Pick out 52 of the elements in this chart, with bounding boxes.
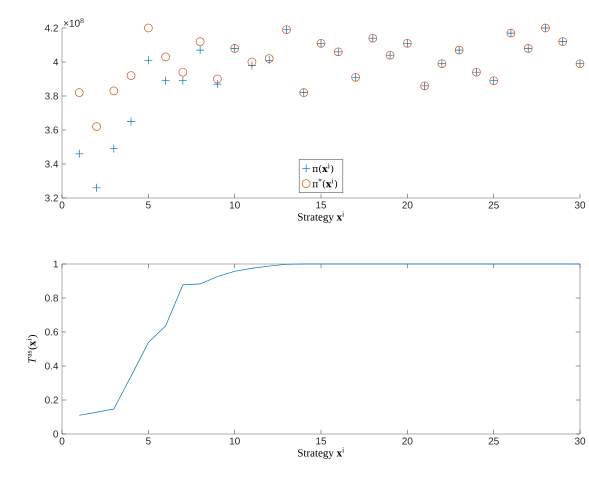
y-tick-label: 0.4 <box>45 362 58 370</box>
point <box>248 58 256 66</box>
point <box>74 88 84 97</box>
point <box>178 68 188 77</box>
y-tick-label: 0.8 <box>45 294 58 302</box>
x-tick-label: 5 <box>146 438 151 444</box>
point <box>196 37 204 46</box>
y-axis-title: T$^{as}$(x$^{i}$) <box>26 334 38 363</box>
point <box>126 117 136 126</box>
y-tick-label: 3.2 <box>45 194 58 202</box>
legend-label: π$^{*}$(x$^{i}$) <box>312 178 338 189</box>
y-tick-label: 4 <box>53 58 58 66</box>
point <box>92 122 101 131</box>
y-tick-label: 0.2 <box>45 396 58 404</box>
legend-label: π(x$^{i}$) <box>312 163 334 174</box>
point <box>161 76 170 86</box>
point <box>196 46 204 54</box>
point <box>92 183 101 192</box>
y-tick-label: 1 <box>54 260 58 268</box>
x-tick-label: 15 <box>316 202 326 208</box>
y-tick-label: 0.6 <box>45 328 58 336</box>
x-tick-label: 15 <box>316 438 326 444</box>
x-tick-label: 20 <box>402 438 412 445</box>
x-tick-label: 30 <box>574 202 586 209</box>
x-tick-label: 0 <box>60 438 64 445</box>
x-axis-title: Strategy x$^{i}$ <box>298 211 344 223</box>
point <box>178 76 188 86</box>
x-axis-title: Strategy x$^{i}$ <box>298 447 344 459</box>
point <box>161 52 170 62</box>
y-tick-label: 3.6 <box>45 126 58 134</box>
x-tick-label: 10 <box>230 202 240 209</box>
text: ×10$^{8}$ <box>64 18 84 27</box>
y-tick-label: 3.8 <box>45 92 58 100</box>
point <box>74 149 84 158</box>
y-tick-label: 4.2 <box>44 24 58 32</box>
point <box>144 56 153 65</box>
point <box>213 80 222 88</box>
point <box>248 61 256 70</box>
x-tick-label: 30 <box>574 438 586 445</box>
point <box>109 144 118 154</box>
x-tick-label: 25 <box>488 202 499 209</box>
x-tick-label: 0 <box>60 202 64 209</box>
y-tick-label: 3.4 <box>45 160 58 168</box>
x-tick-label: 5 <box>146 202 151 208</box>
point <box>144 24 153 32</box>
point <box>126 71 136 80</box>
x-tick-label: 25 <box>488 438 499 445</box>
x-tick-label: 20 <box>402 202 412 209</box>
point <box>109 86 118 96</box>
x-tick-label: 10 <box>230 438 240 445</box>
y-tick-label: 0 <box>53 430 58 438</box>
point <box>213 74 222 84</box>
